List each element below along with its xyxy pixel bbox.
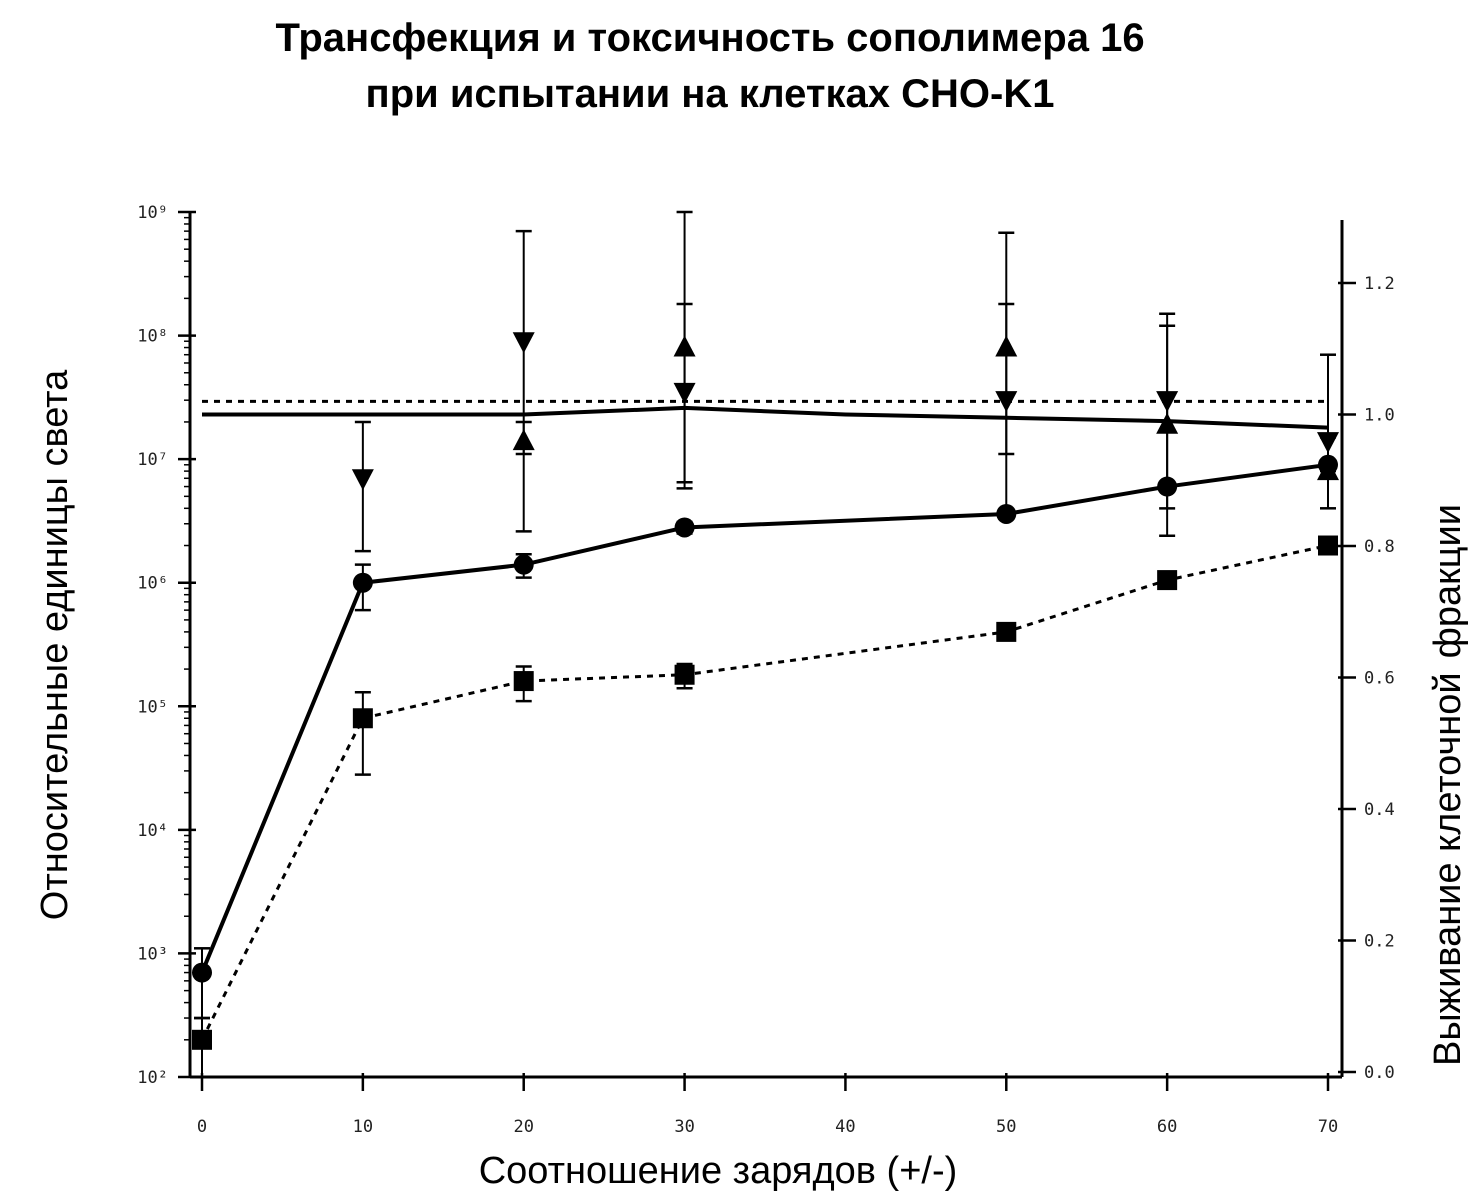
series-3-point <box>513 332 535 353</box>
left-y-tick-label: 10² <box>137 1068 168 1088</box>
series-1-point <box>675 517 695 537</box>
x-tick-label: 40 <box>835 1117 855 1137</box>
series-1-point <box>514 555 534 575</box>
series-2-point <box>192 1030 212 1050</box>
series-2-point <box>353 708 373 728</box>
x-tick-label: 50 <box>996 1117 1016 1137</box>
series-1-point <box>353 573 373 593</box>
left-y-axis-label: Относительные единицы света <box>34 369 76 920</box>
series-2-point <box>514 671 534 691</box>
x-tick-label: 60 <box>1157 1117 1177 1137</box>
series-5-line <box>202 408 1328 428</box>
x-tick-label: 20 <box>513 1117 533 1137</box>
series-4-point <box>995 336 1017 357</box>
left-y-tick-label: 10⁸ <box>137 327 168 347</box>
right-y-axis-label: Выживание клеточной фракции <box>1427 504 1469 1066</box>
series-2-point <box>675 665 695 685</box>
series-4-point <box>674 336 696 357</box>
left-y-tick-label: 10³ <box>137 944 168 964</box>
right-y-tick-label: 0.8 <box>1364 537 1395 557</box>
right-y-axis-label-part-2: фракции <box>1427 504 1469 658</box>
left-y-tick-label: 10⁹ <box>137 203 168 223</box>
right-y-axis-label-part-1: Выживание клеточной <box>1427 672 1469 1066</box>
x-tick-label: 0 <box>197 1117 207 1137</box>
series-2-point <box>1157 570 1177 590</box>
right-y-tick-label: 0.2 <box>1364 932 1395 952</box>
x-tick-label: 30 <box>674 1117 694 1137</box>
series-3-point <box>352 469 374 490</box>
series-2-point <box>1318 536 1338 556</box>
series-1-point <box>192 963 212 983</box>
right-y-tick-label: 0.0 <box>1364 1063 1395 1083</box>
right-y-tick-label: 0.4 <box>1364 800 1395 820</box>
x-axis-label: Соотношение зарядов (+/-) <box>479 1150 958 1192</box>
right-y-tick-label: 1.2 <box>1364 274 1395 294</box>
x-tick-label: 10 <box>353 1117 373 1137</box>
series-4-point <box>513 429 535 450</box>
left-y-tick-label: 10⁶ <box>137 574 168 594</box>
right-y-tick-label: 0.6 <box>1364 669 1395 689</box>
left-y-tick-label: 10⁵ <box>137 697 168 717</box>
x-tick-label: 70 <box>1318 1117 1338 1137</box>
series-2-point <box>996 622 1016 642</box>
series-2-line <box>202 546 1328 1040</box>
left-y-tick-label: 10⁷ <box>137 450 168 470</box>
left-y-tick-label: 10⁴ <box>137 821 168 841</box>
right-y-tick-label: 1.0 <box>1364 406 1395 426</box>
